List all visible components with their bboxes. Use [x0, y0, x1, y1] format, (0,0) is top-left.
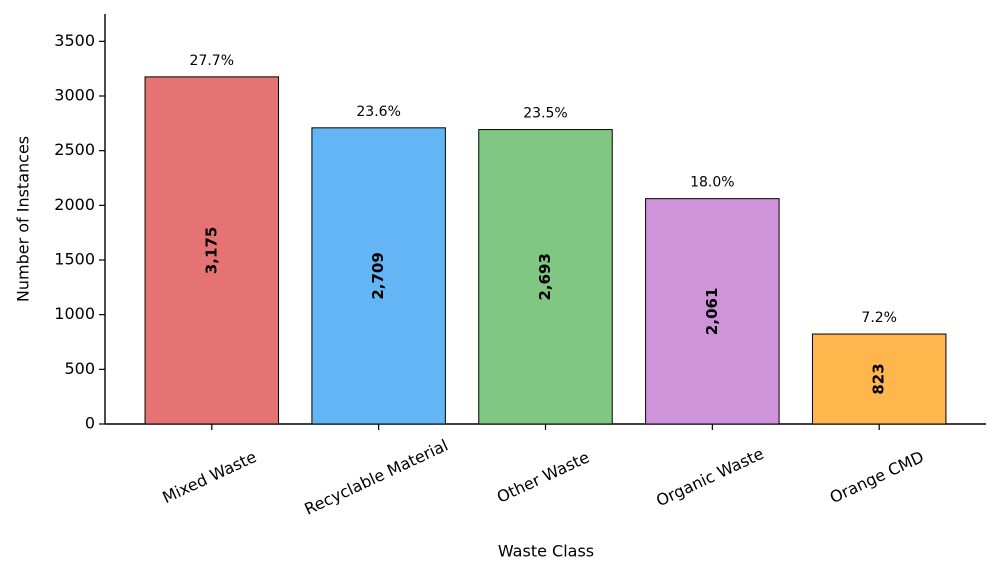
x-axis-label: Waste Class	[498, 542, 594, 561]
x-tick-label: Other Waste	[494, 447, 592, 506]
bar	[478, 129, 613, 425]
y-axis-label: Number of Instances	[14, 136, 33, 302]
value-label: 823	[870, 363, 888, 394]
y-tick-label: 0	[85, 414, 95, 433]
y-tick-label: 2000	[54, 195, 95, 214]
bar	[311, 127, 446, 425]
percent-label: 23.6%	[356, 104, 400, 120]
bar	[811, 333, 947, 425]
percent-label: 18.0%	[690, 175, 734, 191]
x-tick-label: Recyclable Material	[301, 435, 450, 518]
percent-label: 7.2%	[861, 310, 897, 326]
y-tick-label: 1500	[54, 250, 95, 269]
percent-label: 27.7%	[190, 53, 234, 69]
value-label: 2,709	[369, 252, 387, 299]
y-tick-label: 500	[64, 359, 95, 378]
x-tick-label: Organic Waste	[653, 444, 767, 510]
x-tick-label: Mixed Waste	[159, 447, 259, 507]
y-tick-label: 2500	[54, 140, 95, 159]
percent-label: 23.5%	[523, 106, 567, 122]
value-label: 2,061	[703, 288, 721, 335]
y-tick-label: 1000	[54, 304, 95, 323]
y-tick-label: 3500	[54, 31, 95, 50]
bar	[645, 198, 780, 425]
bar	[144, 76, 280, 425]
y-tick-label: 3000	[54, 86, 95, 105]
value-label: 2,693	[536, 253, 554, 300]
x-tick-label: Orange CMD	[827, 447, 927, 507]
value-label: 3,175	[202, 227, 220, 274]
